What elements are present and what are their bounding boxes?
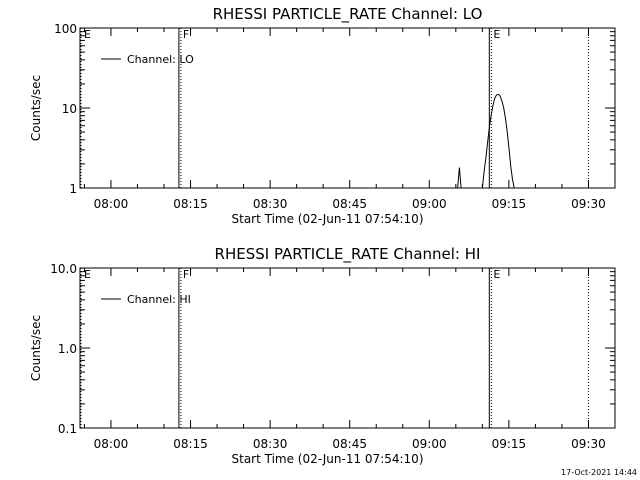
x-tick-label: 09:30 xyxy=(571,197,606,211)
event-marker-label: F xyxy=(183,28,189,41)
chart-title: RHESSI PARTICLE_RATE Channel: HI xyxy=(215,245,481,264)
x-tick-label: 09:00 xyxy=(412,437,447,451)
event-marker-label: E xyxy=(84,28,91,41)
x-tick-label: 08:45 xyxy=(332,437,367,451)
x-tick-label: 08:00 xyxy=(94,437,129,451)
x-tick-label: 08:45 xyxy=(332,197,367,211)
y-tick-label: 1.0 xyxy=(58,342,77,356)
series-line xyxy=(457,167,462,189)
plot-frame xyxy=(79,267,616,429)
legend-label: Channel: HI xyxy=(127,293,191,306)
x-tick-label: 09:00 xyxy=(412,197,447,211)
x-tick-label: 08:15 xyxy=(173,197,208,211)
x-axis-label: Start Time (02-Jun-11 07:54:10) xyxy=(232,212,424,226)
event-marker-label: E xyxy=(84,268,91,281)
x-tick-label: 08:00 xyxy=(94,197,129,211)
x-tick-label: 09:30 xyxy=(571,437,606,451)
x-tick-label: 08:30 xyxy=(253,197,288,211)
event-marker-label: E xyxy=(493,268,500,281)
x-tick-label: 09:15 xyxy=(492,197,527,211)
event-marker-label: E xyxy=(493,28,500,41)
x-tick-label: 08:30 xyxy=(253,437,288,451)
y-tick-label: 10.0 xyxy=(50,262,77,276)
x-tick-label: 08:15 xyxy=(173,437,208,451)
plot-timestamp: 17-Oct-2021 14:44 xyxy=(561,468,637,477)
y-tick-label: 0.1 xyxy=(58,422,77,436)
y-tick-label: 10 xyxy=(62,102,77,116)
y-axis-label: Counts/sec xyxy=(29,315,43,381)
x-tick-label: 09:15 xyxy=(492,437,527,451)
legend-label: Channel: LO xyxy=(127,53,194,66)
chart-title: RHESSI PARTICLE_RATE Channel: LO xyxy=(213,5,483,24)
y-axis-label: Counts/sec xyxy=(29,75,43,141)
y-tick-label: 100 xyxy=(54,22,77,36)
event-marker-label: F xyxy=(183,268,189,281)
series-line xyxy=(481,93,515,189)
y-tick-label: 1 xyxy=(69,182,77,196)
x-axis-label: Start Time (02-Jun-11 07:54:10) xyxy=(232,452,424,466)
plot-frame xyxy=(79,27,616,189)
